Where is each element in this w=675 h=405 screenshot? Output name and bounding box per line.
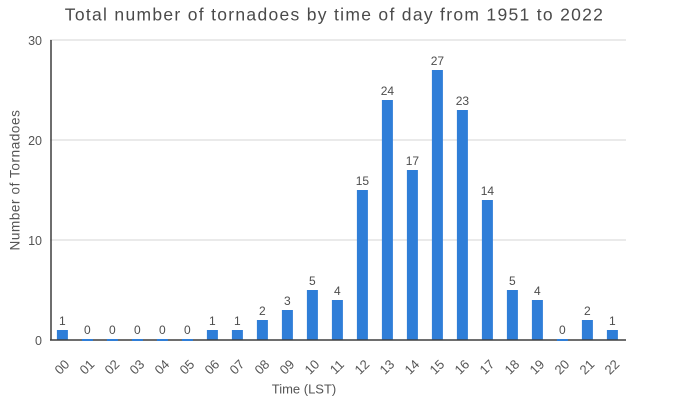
svg-text:1: 1 (234, 314, 241, 328)
svg-text:4: 4 (334, 284, 341, 298)
svg-text:2: 2 (584, 304, 591, 318)
svg-text:1: 1 (209, 314, 216, 328)
svg-text:24: 24 (381, 84, 395, 98)
svg-text:10: 10 (28, 234, 42, 248)
svg-text:5: 5 (509, 274, 516, 288)
svg-text:23: 23 (456, 94, 470, 108)
svg-text:30: 30 (28, 34, 42, 48)
svg-text:20: 20 (28, 134, 42, 148)
svg-text:5: 5 (309, 274, 316, 288)
svg-text:3: 3 (284, 294, 291, 308)
svg-text:Time (LST): Time (LST) (272, 382, 337, 397)
svg-text:1: 1 (59, 314, 66, 328)
svg-text:0: 0 (559, 323, 566, 337)
svg-text:17: 17 (406, 154, 420, 168)
svg-text:14: 14 (481, 184, 495, 198)
svg-text:0: 0 (84, 323, 91, 337)
svg-text:0: 0 (159, 323, 166, 337)
svg-text:0: 0 (134, 323, 141, 337)
svg-text:0: 0 (109, 323, 116, 337)
svg-text:Total number of tornadoes by t: Total number of tornadoes by time of day… (65, 4, 604, 24)
svg-text:Number of Tornadoes: Number of Tornadoes (8, 110, 23, 251)
svg-text:1: 1 (609, 314, 616, 328)
svg-text:15: 15 (356, 174, 370, 188)
svg-text:4: 4 (534, 284, 541, 298)
svg-text:2: 2 (259, 304, 266, 318)
svg-text:27: 27 (431, 54, 445, 68)
svg-text:0: 0 (184, 323, 191, 337)
svg-text:0: 0 (35, 334, 42, 348)
